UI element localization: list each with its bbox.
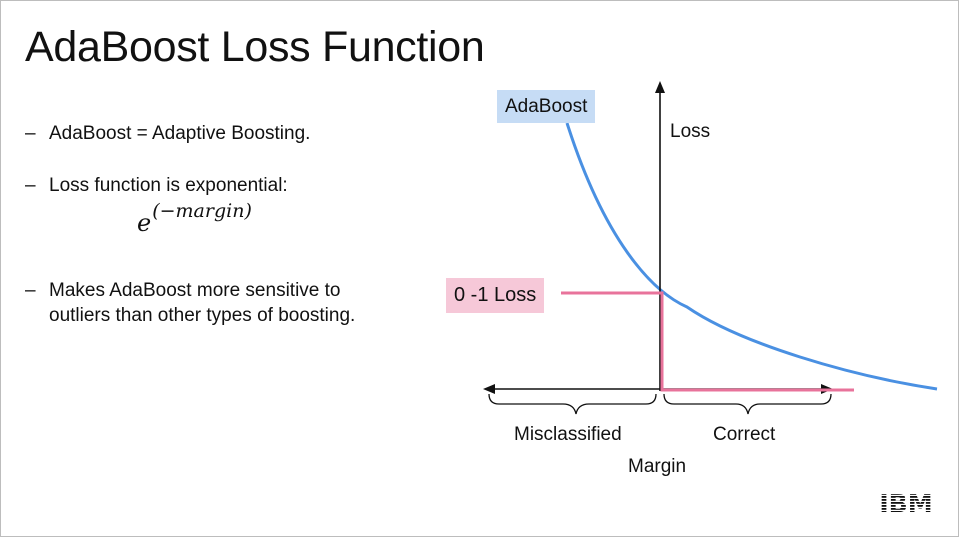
ibm-logo: IBM bbox=[877, 490, 935, 514]
correct-label: Correct bbox=[713, 424, 776, 445]
y-axis-label: Loss bbox=[670, 121, 711, 142]
bullet-dash: – bbox=[25, 280, 36, 301]
adaboost-curve bbox=[565, 122, 938, 391]
bullet-text-line-1: Makes AdaBoost more sensitive to bbox=[49, 280, 341, 301]
formula-base: e bbox=[137, 209, 152, 237]
bullet-text-line-2: outliers than other types of boosting. bbox=[49, 305, 356, 326]
adaboost-label: AdaBoost bbox=[497, 90, 596, 123]
bullet-dash: – bbox=[25, 123, 36, 144]
misclassified-brace bbox=[488, 393, 657, 415]
bullet-dash: – bbox=[25, 175, 36, 196]
correct-brace bbox=[663, 393, 832, 415]
y-axis-arrow bbox=[655, 81, 665, 93]
x-axis-left-arrow bbox=[483, 384, 495, 394]
bullet-text: AdaBoost = Adaptive Boosting. bbox=[49, 123, 311, 144]
bullet-text: Loss function is exponential: bbox=[49, 175, 288, 196]
loss-formula: e(−margin) bbox=[137, 200, 252, 237]
slide-title: AdaBoost Loss Function bbox=[25, 23, 485, 71]
x-axis-label: Margin bbox=[628, 456, 687, 477]
formula-exponent: (−margin) bbox=[152, 200, 252, 222]
misclassified-label: Misclassified bbox=[514, 424, 622, 445]
zero-one-loss-label: 0 -1 Loss bbox=[446, 278, 545, 313]
zero-one-loss-line bbox=[561, 291, 854, 392]
